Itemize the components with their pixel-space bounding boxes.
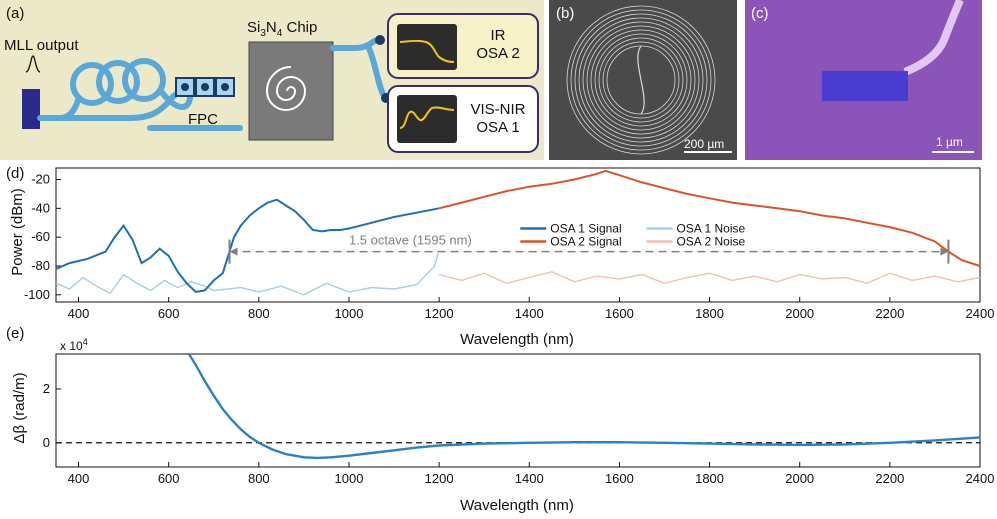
octave-arrowhead-right-icon (940, 247, 949, 256)
d-y-tick-label: -80 (31, 258, 50, 273)
e-x-tick-label: 1600 (605, 471, 634, 486)
panel-a-label: (a) (6, 5, 24, 22)
mll-output-label: MLL output (4, 37, 79, 54)
d-x-tick-label: 1000 (335, 306, 364, 321)
d-series-line-3 (438, 270, 981, 285)
d-y-tick-label: -40 (31, 200, 50, 215)
panel-e-label: (e) (6, 325, 24, 342)
e-y-tick-label: 0 (43, 435, 50, 450)
d-x-tick-label: 800 (248, 306, 270, 321)
legend-entry: OSA 2 Signal (550, 234, 621, 248)
d-x-tick-label: 1400 (515, 306, 544, 321)
osa2-line1: IR (491, 27, 506, 44)
fiber-edge-icon (903, 0, 964, 76)
scalebar-c-label: 1 µm (936, 135, 963, 149)
osa1-trace-icon (399, 106, 455, 129)
d-ylabel: Power (dBm) (9, 188, 26, 276)
fpc-paddles-icon (175, 77, 235, 97)
e-x-tick-label: 1400 (515, 471, 544, 486)
d-x-tick-label: 2000 (785, 306, 814, 321)
d-y-tick-label: -20 (31, 172, 50, 187)
osa1-screen (397, 95, 457, 143)
d-plot-area: 400 600 800 1000 1200 1400 1600 1800 2000 2200 240… (24, 167, 995, 321)
mll-laser-block (22, 89, 40, 129)
octave-arrowhead-left-icon (229, 247, 238, 256)
e-axes-frame (55, 353, 981, 468)
d-x-tick-label: 1600 (605, 306, 634, 321)
panel-e-chart: (e) x 104 Δβ (rad/m) 400 600 800 1000 1200 14… (6, 325, 994, 514)
panel-b-label: (b) (556, 5, 574, 22)
e-x-tick-label: 1800 (695, 471, 724, 486)
panel-d-label: (d) (6, 165, 24, 182)
d-x-tick-label: 400 (68, 306, 90, 321)
e-x-tick-label: 1000 (335, 471, 364, 486)
osa1-line2: OSA 1 (476, 119, 519, 136)
pulse-icon (25, 55, 41, 73)
e-x-tick-label: 1200 (425, 471, 454, 486)
octave-annotation-label: 1.5 octave (1595 nm) (349, 233, 472, 248)
d-x-tick-label: 2200 (875, 306, 904, 321)
d-series-line-2 (55, 252, 439, 296)
panel-c-sem: (c) 1 µm (745, 0, 982, 160)
d-series-line-0 (55, 198, 440, 293)
legend-entry: OSA 1 Signal (550, 222, 621, 236)
e-x-tick-label: 2400 (966, 471, 995, 486)
fpc-label: FPC (188, 111, 218, 128)
d-x-tick-label: 2400 (966, 306, 995, 321)
panel-b-sem: (b) 200 µm (549, 0, 737, 160)
panel-a-setup: (a) MLL output FPC Si3N4 Chip (0, 0, 544, 160)
d-series-line-1 (438, 169, 981, 267)
d-x-tick-label: 1200 (425, 306, 454, 321)
sin-chip-block (248, 41, 334, 141)
d-y-tick-label: -60 (31, 229, 50, 244)
e-xlabel: Wavelength (nm) (460, 497, 574, 514)
spiral-waveguide-icon (265, 66, 307, 111)
d-axes-frame (55, 167, 981, 303)
e-x-tick-label: 800 (248, 471, 270, 486)
osa2-screen (397, 24, 457, 70)
e-x-tick-label: 2200 (875, 471, 904, 486)
spiral-rings-icon (566, 5, 716, 155)
e-multiplier: x 104 (60, 337, 88, 353)
panel-c-label: (c) (751, 5, 769, 22)
osa1-line1: VIS-NIR (470, 101, 525, 118)
osa2-trace-icon (399, 39, 455, 63)
e-series-line-0 (187, 353, 981, 460)
scalebar-b-label: 200 µm (684, 137, 724, 151)
panel-d-chart: (d) Power (dBm) 400 600 800 1000 1200 1400 160… (6, 165, 994, 348)
sem-spiral-image (549, 0, 737, 160)
e-plot-area: 400 600 800 1000 1200 1400 1600 1800 2000 2200 240… (43, 353, 995, 486)
fiber-split-node (375, 35, 385, 45)
e-y-tick-label: 2 (43, 381, 50, 396)
fiber-spool-icon (37, 58, 243, 131)
e-x-tick-label: 600 (158, 471, 180, 486)
chip-label: Si3N4 Chip (247, 19, 317, 39)
e-ylabel: Δβ (rad/m) (11, 372, 28, 443)
d-x-tick-label: 600 (158, 306, 180, 321)
waveguide-core (822, 71, 908, 101)
osa2-line2: OSA 2 (476, 45, 519, 62)
legend-entry: OSA 1 Noise (676, 222, 745, 236)
d-x-tick-label: 1800 (695, 306, 724, 321)
e-x-tick-label: 400 (68, 471, 90, 486)
d-xlabel: Wavelength (nm) (460, 331, 574, 348)
d-y-tick-label: -100 (24, 287, 50, 302)
legend-entry: OSA 2 Noise (676, 234, 745, 248)
output-fiber-branch (365, 43, 387, 99)
e-x-tick-label: 2000 (785, 471, 814, 486)
